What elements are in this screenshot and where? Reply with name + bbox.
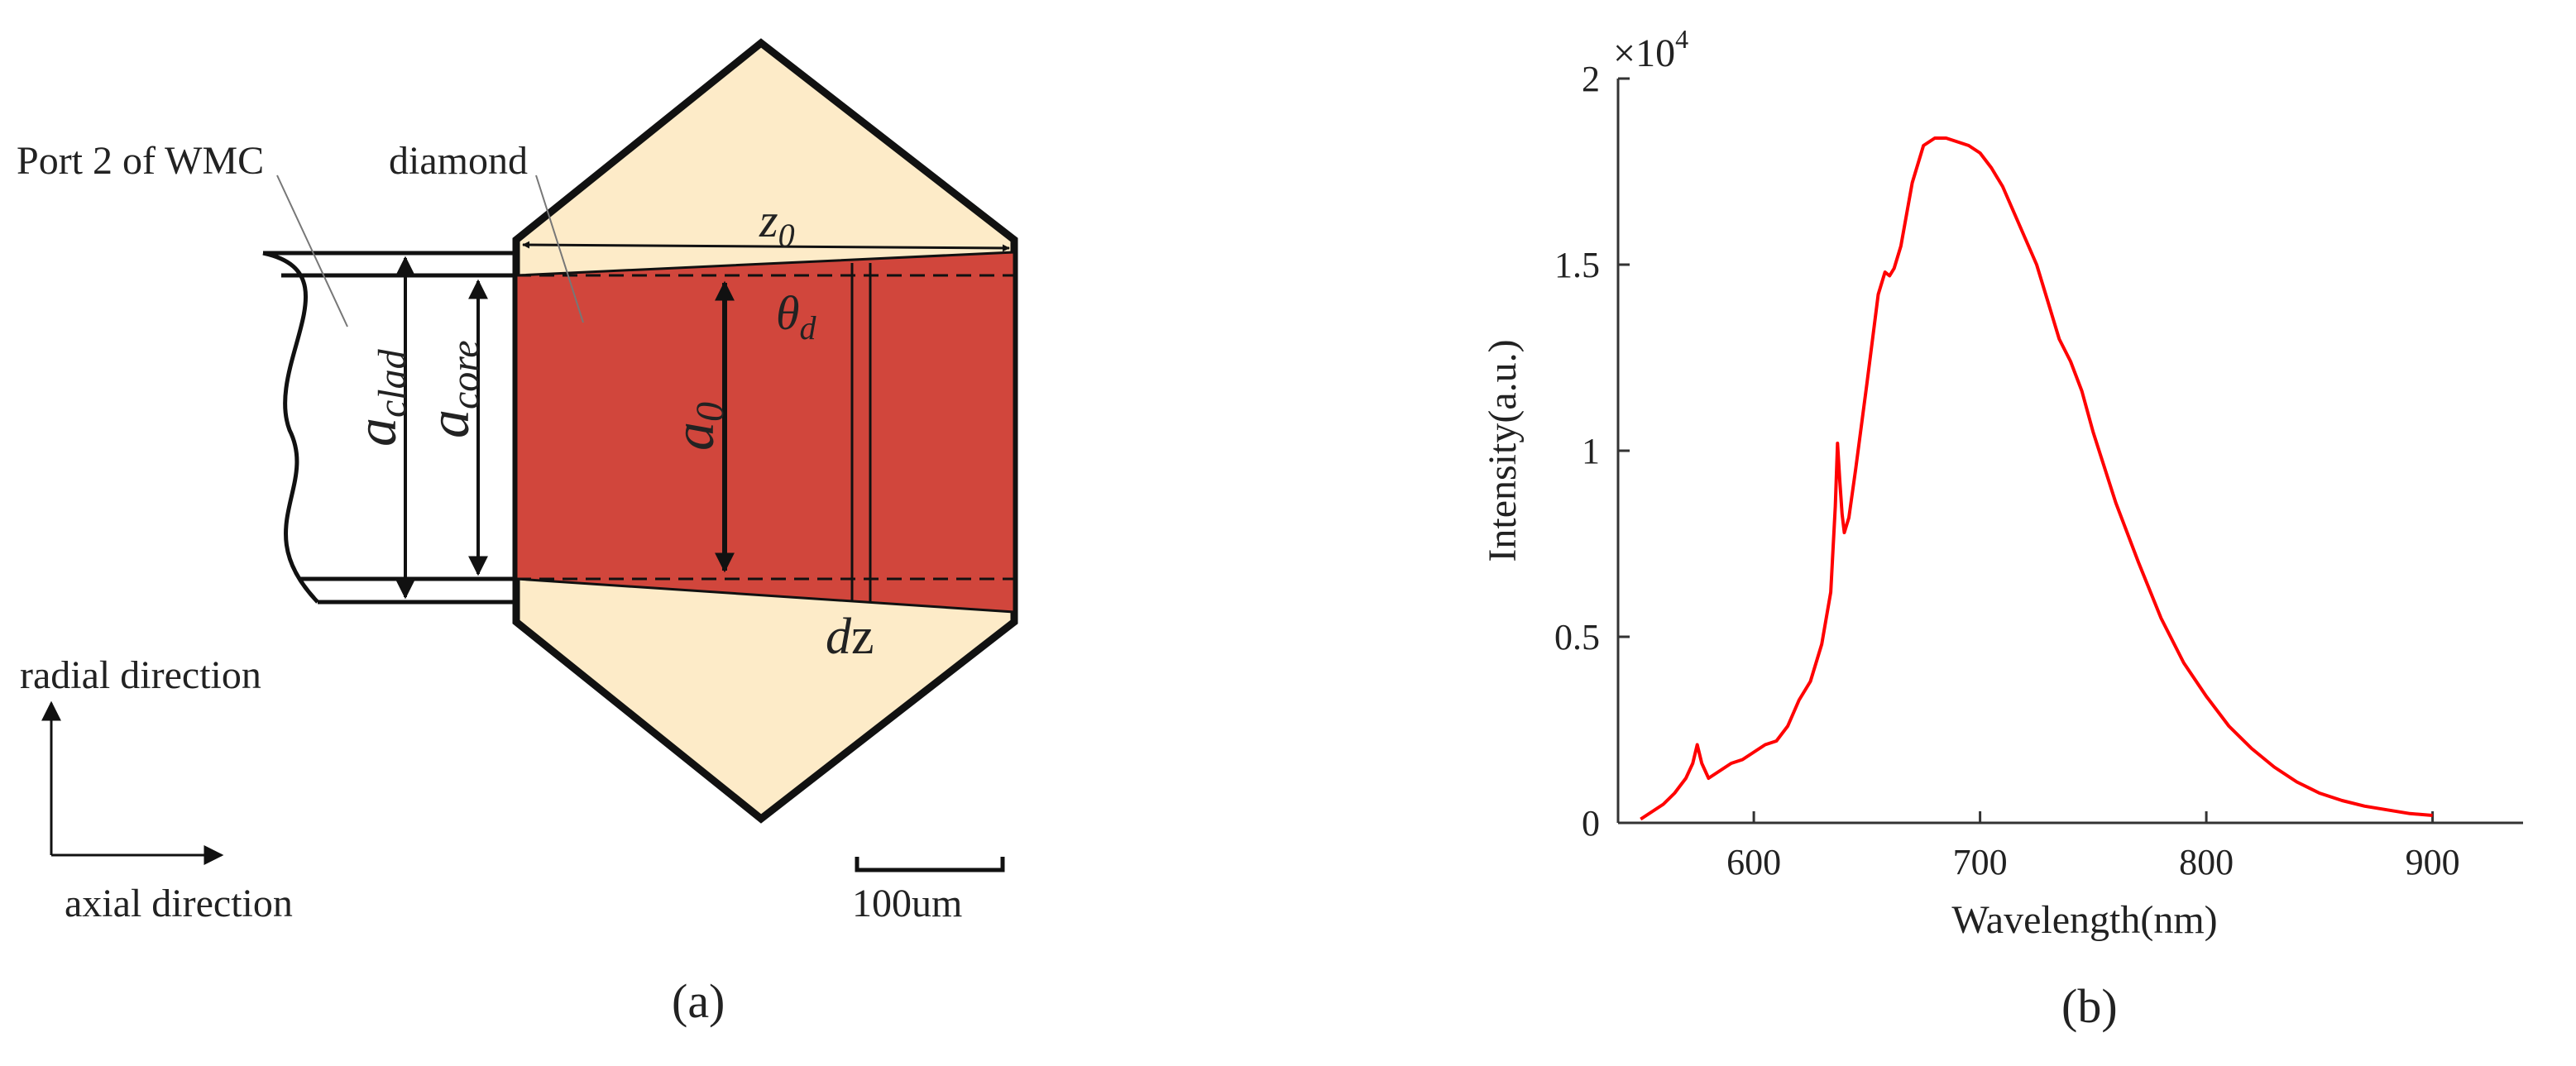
label-a-core: acore — [418, 340, 487, 438]
y-tick-label: 2 — [1582, 59, 1600, 99]
y-tick-label: 0 — [1582, 803, 1600, 844]
label-z0: z0 — [759, 194, 795, 254]
x-tick-label: 700 — [1953, 842, 2008, 882]
y-tick-label: 1 — [1582, 431, 1600, 471]
panel-a-diagram: Port 2 of WMC diamond z0 θd aclad acore … — [17, 38, 1018, 1028]
scale-bar-label: 100um — [852, 882, 962, 925]
series-line-spectrum — [1640, 136, 2433, 821]
y-tick-label: 0.5 — [1554, 617, 1600, 657]
fiber-break-curve — [262, 251, 319, 604]
y-axis-label: Intensity(a.u.) — [1481, 339, 1525, 562]
y-multiplier: ×104 — [1613, 24, 1688, 75]
panel-b-chart: 600 700 800 900 0 0.5 1 1.5 2 ×104 Wavelength(n… — [1481, 24, 2523, 1033]
x-tick-label: 900 — [2406, 842, 2460, 882]
port-leader-line — [276, 174, 348, 327]
x-ticks: 600 700 800 900 — [1726, 811, 2460, 882]
y-ticks: 0 0.5 1 1.5 2 — [1554, 59, 1630, 844]
label-theta-d: θd — [776, 286, 817, 347]
caption-b: (b) — [2061, 979, 2118, 1033]
label-diamond: diamond — [389, 139, 528, 183]
y-tick-label: 1.5 — [1554, 245, 1600, 285]
x-tick-label: 600 — [1726, 842, 1781, 882]
scale-bar — [855, 857, 1005, 872]
label-dz: dz — [826, 609, 874, 665]
x-tick-label: 800 — [2179, 842, 2234, 882]
x-axis-label: Wavelength(nm) — [1951, 898, 2217, 942]
label-axial: axial direction — [65, 882, 293, 925]
label-radial: radial direction — [20, 653, 261, 697]
label-port: Port 2 of WMC — [17, 139, 264, 183]
z0-arrow — [522, 241, 1010, 252]
caption-a: (a) — [672, 974, 725, 1028]
diamond-leader-line — [535, 174, 584, 323]
core-region — [515, 251, 1016, 614]
label-a-clad: aclad — [345, 348, 414, 447]
label-a0: a0 — [663, 402, 732, 451]
